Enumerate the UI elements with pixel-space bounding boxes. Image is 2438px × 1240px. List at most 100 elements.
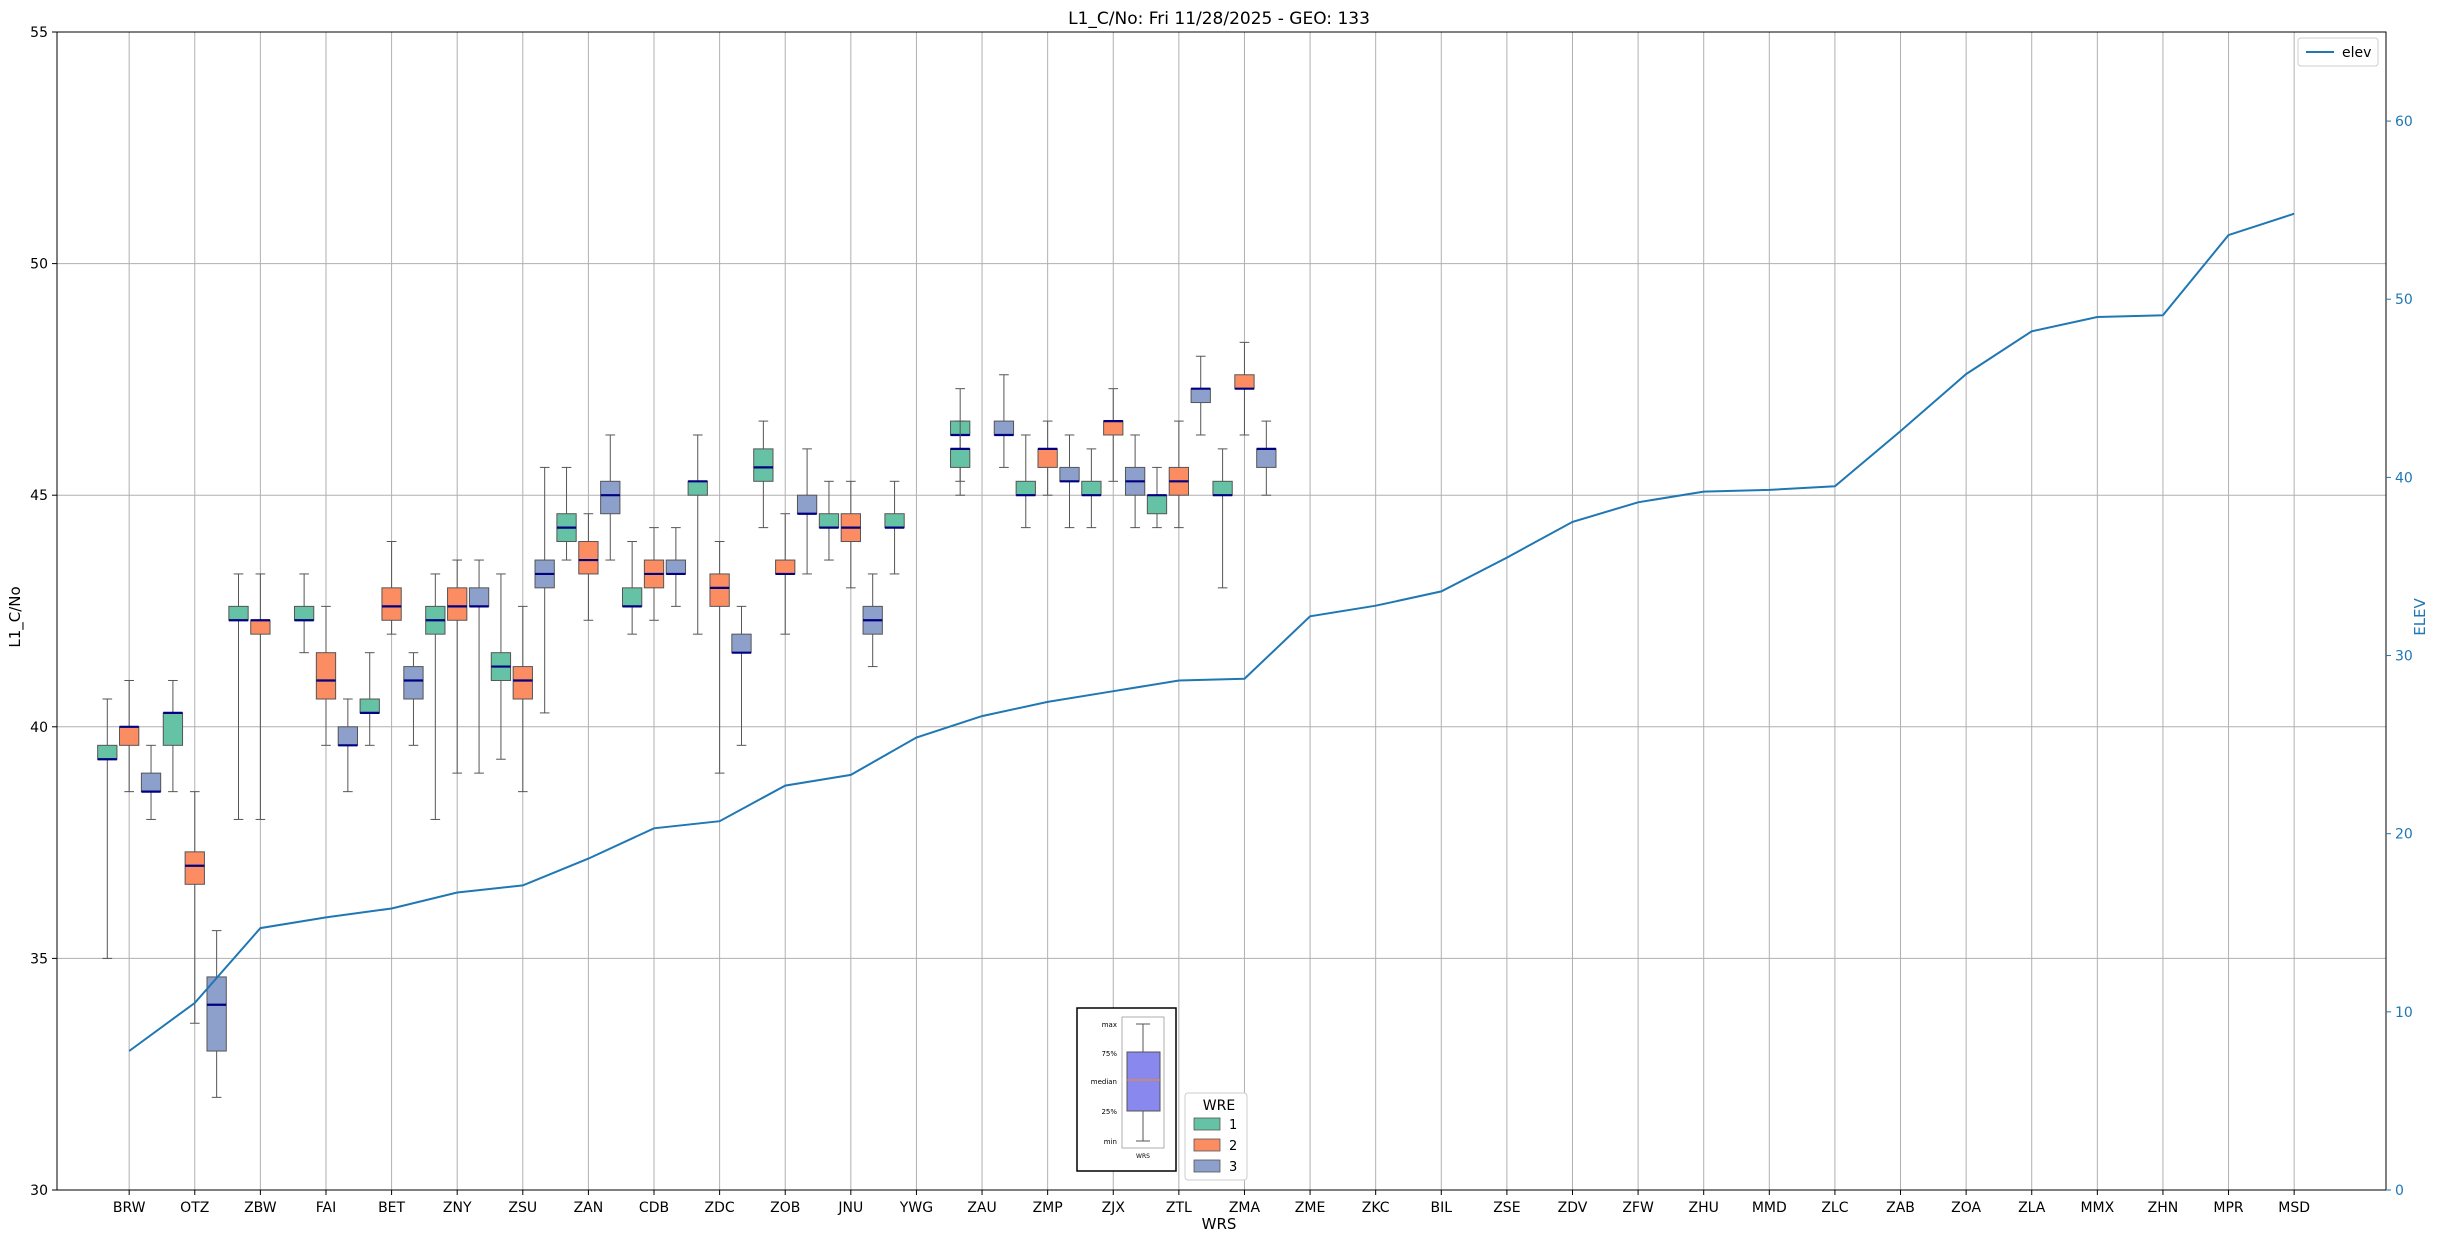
y-axis-label: L1_C/No [6, 586, 25, 647]
box-body-CDB-1 [621, 587, 643, 607]
box-body-BET-1 [359, 698, 380, 714]
box-BET-2 [381, 541, 402, 635]
box-key-inset: max 75% median 25% min WRS [1076, 1007, 1177, 1172]
x-tick-label-ZBW: ZBW [244, 1200, 277, 1216]
box-body-ZMA-1 [1212, 480, 1233, 496]
box-ZAN-3 [600, 434, 621, 561]
x-tick-label-JNU: JNU [837, 1200, 863, 1216]
box-ZNY-1 [425, 573, 446, 820]
box-YWG-1 [884, 480, 905, 575]
box-body-ZDC-1 [687, 480, 708, 496]
x-tick-label-ZHN: ZHN [2148, 1200, 2179, 1216]
box-body-ZOB-3 [796, 494, 818, 515]
box-FAI-3 [337, 698, 358, 793]
box-body-JNU-1 [818, 513, 840, 529]
box-OTZ-1 [162, 679, 184, 793]
box-body-ZTL-1 [1146, 494, 1168, 515]
x-tick-label-MMD: MMD [1752, 1200, 1787, 1216]
y2-axis-label: ELEV [2411, 597, 2429, 635]
box-body-ZJX-2 [1103, 420, 1124, 436]
y-tick-label-30: 30 [30, 1183, 48, 1199]
box-key-label-75: 75% [1101, 1050, 1117, 1058]
y2-tick-label-60: 60 [2395, 114, 2413, 130]
x-tick-label-ZDV: ZDV [1558, 1200, 1588, 1216]
box-BET-3 [403, 652, 424, 746]
box-ZJX-2 [1103, 388, 1124, 482]
box-OTZ-3 [206, 930, 227, 1098]
x-tick-label-ZSE: ZSE [1493, 1200, 1520, 1216]
box-key-label-median: median [1091, 1078, 1117, 1086]
elev-legend: elev [2297, 37, 2379, 67]
y2-tick-label-0: 0 [2395, 1183, 2404, 1199]
box-ZNY-3 [468, 559, 490, 774]
box-ZBW-2 [250, 573, 271, 820]
box-body-ZOB-2 [775, 559, 796, 575]
chart-title: L1_C/No: Fri 11/28/2025 - GEO: 133 [1068, 9, 1370, 29]
x-tick-label-ZHU: ZHU [1689, 1200, 1719, 1216]
box-ZTL-1 [1146, 466, 1168, 529]
box-body-ZBW-1 [228, 605, 249, 621]
box-ZAU-3 [993, 374, 1015, 468]
grid-layer [57, 31, 2386, 1191]
box-OTZ-2 [184, 791, 205, 1024]
box-ZJX-3 [1124, 434, 1146, 529]
wre-legend: WRE 1 2 3 [1184, 1092, 1248, 1181]
elev-line [128, 212, 2295, 1052]
axes-layer [56, 31, 2387, 1191]
x-tick-label-ZOA: ZOA [1951, 1200, 1981, 1216]
box-ZTL-3 [1190, 355, 1211, 436]
wre-legend-label-2: 2 [1229, 1139, 1237, 1154]
box-body-ZMP-2 [1037, 448, 1058, 468]
wre-legend-label-1: 1 [1229, 1118, 1237, 1133]
box-FAI-1 [293, 573, 315, 654]
y-tick-label-55: 55 [30, 25, 48, 41]
box-body-FAI-3 [337, 726, 358, 746]
wre-legend-swatch-2 [1193, 1138, 1221, 1152]
y2-tick-label-40: 40 [2395, 470, 2413, 486]
x-tick-label-ZOB: ZOB [770, 1200, 800, 1216]
x-tick-label-ZAN: ZAN [574, 1200, 604, 1216]
box-ZMP-2 [1037, 420, 1058, 496]
y2-tick-label-50: 50 [2395, 292, 2413, 308]
box-ZMA-2 [1234, 341, 1255, 436]
box-body-ZOB-1 [753, 448, 774, 482]
box-key-label-25: 25% [1101, 1108, 1117, 1116]
box-ZJX-1 [1081, 448, 1102, 529]
box-ZAN-1 [556, 466, 577, 561]
box-key-box [1126, 1051, 1161, 1112]
box-body-ZMA-3 [1256, 448, 1277, 468]
box-CDB-1 [621, 541, 643, 635]
x-tick-label-CDB: CDB [639, 1200, 669, 1216]
x-tick-label-ZLC: ZLC [1821, 1200, 1848, 1216]
box-ZDC-1 [687, 434, 708, 635]
wre-legend-title: WRE [1203, 1098, 1235, 1114]
box-body-ZAU-1-2 [950, 448, 971, 468]
elev-layer [128, 212, 2295, 1052]
y2-tick-label-20: 20 [2395, 827, 2413, 843]
x-tick-label-ZTL: ZTL [1166, 1200, 1192, 1216]
box-ZMA-3 [1256, 420, 1277, 496]
x-tick-label-BIL: BIL [1431, 1200, 1453, 1216]
x-tick-label-ZDC: ZDC [705, 1200, 735, 1216]
box-ZNY-2 [447, 559, 468, 774]
box-ZTL-2 [1168, 420, 1190, 529]
x-tick-label-MSD: MSD [2278, 1200, 2310, 1216]
box-body-ZJX-1 [1081, 480, 1102, 496]
box-key-label-wrs: WRS [1136, 1153, 1150, 1160]
box-body-CDB-3 [665, 559, 687, 575]
box-key-label-min: min [1104, 1138, 1117, 1146]
box-body-ZDC-3 [731, 633, 752, 654]
box-body-ZTL-3 [1190, 388, 1211, 404]
y-tick-label-50: 50 [30, 257, 48, 273]
box-body-ZAU-3 [993, 420, 1015, 436]
box-body-ZMA-2 [1234, 374, 1255, 390]
box-body-BRW-2 [119, 726, 140, 746]
box-body-ZNY-3 [468, 587, 490, 607]
y-tick-label-35: 35 [30, 951, 48, 967]
box-JNU-1 [818, 480, 840, 561]
wre-legend-swatch-3 [1193, 1159, 1221, 1173]
box-ZMP-3 [1059, 434, 1080, 529]
elev-legend-frame [2297, 37, 2379, 67]
x-tick-label-ZNY: ZNY [443, 1200, 472, 1216]
